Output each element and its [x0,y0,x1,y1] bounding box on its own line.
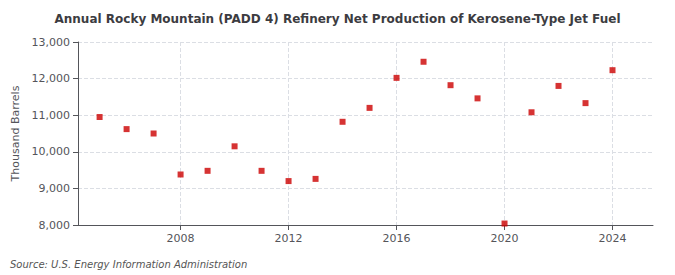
svg-text:9,000: 9,000 [39,182,71,195]
svg-text:12,000: 12,000 [32,72,71,85]
svg-text:11,000: 11,000 [32,109,71,122]
svg-text:Thousand Barrels: Thousand Barrels [9,85,22,182]
svg-text:2012: 2012 [275,232,303,245]
svg-text:Source: U.S. Energy Informatio: Source: U.S. Energy Information Administ… [10,259,247,270]
svg-text:2020: 2020 [491,232,519,245]
svg-text:8,000: 8,000 [39,219,71,232]
svg-text:Annual Rocky Mountain (PADD 4): Annual Rocky Mountain (PADD 4) Refinery … [55,12,621,26]
svg-text:2016: 2016 [383,232,411,245]
svg-text:13,000: 13,000 [32,36,71,49]
svg-text:2024: 2024 [599,232,627,245]
svg-text:2008: 2008 [167,232,195,245]
svg-text:10,000: 10,000 [32,145,71,158]
